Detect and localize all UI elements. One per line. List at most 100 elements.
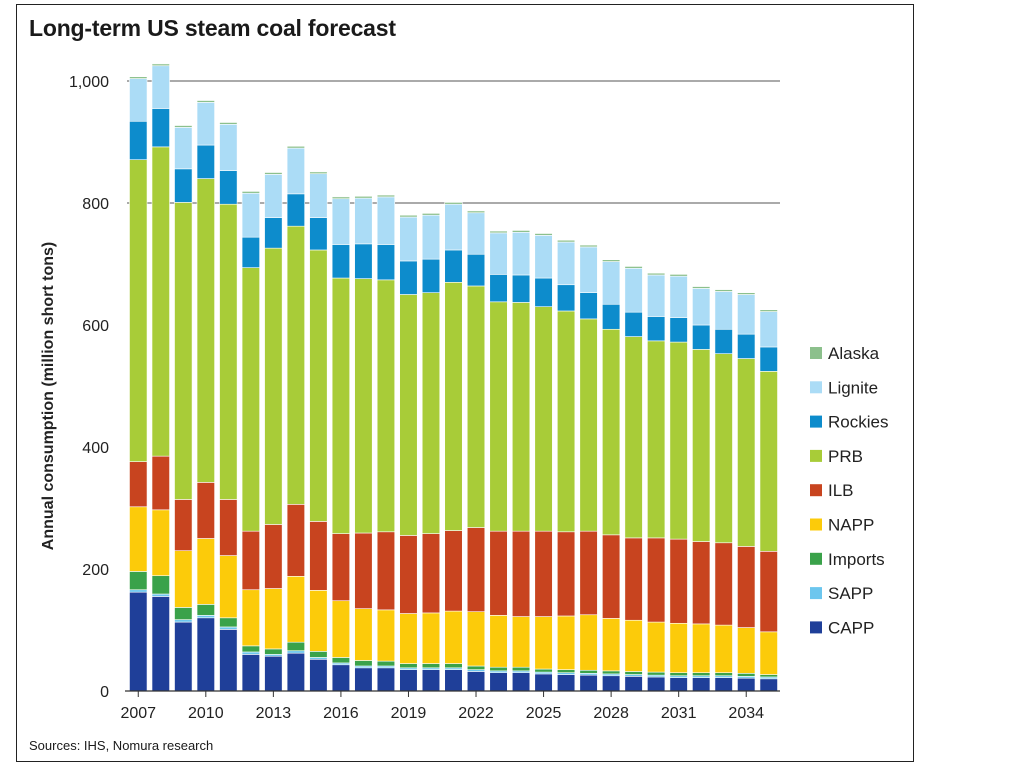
bar-alaska (219, 122, 238, 125)
bar-rockies (714, 328, 733, 354)
legend-label: NAPP (828, 516, 874, 535)
bar-ilb (309, 521, 328, 591)
bar-prb (669, 341, 688, 540)
bar-napp (264, 588, 283, 650)
bar-lignite (579, 246, 598, 293)
bar-rockies (511, 274, 531, 303)
legend-label: Imports (828, 550, 885, 569)
bar-imports (196, 604, 215, 616)
bar-napp (489, 615, 508, 668)
bar-lignite (737, 294, 756, 335)
bar-prb (714, 353, 733, 544)
legend-item-napp: NAPP (810, 516, 874, 535)
legend-item-prb: PRB (810, 447, 863, 466)
bar-alaska (241, 191, 260, 194)
bar-stack (466, 210, 486, 692)
bar-ilb (151, 455, 170, 511)
bar-alaska (647, 272, 666, 276)
legend-label: ILB (828, 481, 854, 500)
bar-napp (444, 610, 463, 664)
bar-stack (714, 289, 733, 692)
bar-ilb (511, 530, 531, 617)
bar-stack (624, 266, 643, 692)
legend-item-alaska: Alaska (810, 344, 880, 363)
bar-prb (174, 202, 193, 500)
bar-stack (669, 274, 688, 692)
bar-capp (241, 654, 260, 692)
bar-sapp (241, 651, 260, 655)
bar-ilb (692, 541, 711, 625)
bar-capp (602, 675, 621, 692)
bar-prb (489, 301, 508, 532)
bar-imports (602, 670, 621, 675)
bar-sapp (129, 589, 148, 593)
legend-item-lignite: Lignite (810, 378, 878, 397)
bar-ilb (624, 537, 643, 621)
bar-stack (264, 172, 283, 692)
bar-alaska (602, 259, 621, 262)
bar-ilb (219, 499, 238, 556)
x-tick-label: 2007 (120, 705, 156, 722)
bar-imports (286, 641, 305, 652)
bar-imports (264, 648, 283, 655)
bar-capp (354, 667, 373, 692)
bar-napp (624, 619, 643, 672)
bar-rockies (444, 249, 463, 283)
bar-capp (376, 667, 396, 692)
bar-capp (489, 672, 508, 692)
bar-imports (331, 657, 350, 664)
bar-capp (534, 673, 553, 692)
bar-alaska (759, 309, 778, 312)
bar-napp (286, 576, 305, 643)
bar-stack (399, 214, 418, 692)
y-tick-label: 200 (82, 562, 109, 579)
legend-swatch (810, 415, 822, 428)
bar-capp (219, 629, 238, 692)
bar-ilb (602, 534, 621, 619)
bar-capp (174, 621, 193, 692)
bar-lignite (466, 212, 486, 255)
legend-swatch (810, 621, 822, 634)
bar-capp (466, 671, 486, 692)
bar-capp (196, 617, 215, 692)
bar-alaska (354, 195, 373, 199)
chart-source: Sources: IHS, Nomura research (29, 738, 214, 753)
bar-lignite (354, 197, 373, 245)
legend-swatch (810, 449, 822, 462)
bar-alaska (129, 76, 148, 79)
bar-rockies (286, 193, 305, 227)
bar-capp (129, 591, 148, 692)
bar-lignite (331, 198, 350, 245)
bar-imports (624, 671, 643, 675)
bar-napp (241, 589, 260, 647)
bar-lignite (151, 65, 170, 109)
bar-lignite (264, 174, 283, 218)
bar-alaska (489, 230, 508, 234)
bar-rockies (376, 244, 396, 281)
bar-ilb (466, 527, 486, 613)
bar-capp (714, 677, 733, 692)
bar-rockies (624, 311, 643, 337)
bar-napp (466, 611, 486, 667)
bar-imports (241, 645, 260, 653)
bar-imports (579, 669, 598, 674)
x-tick-label: 2013 (256, 705, 292, 722)
bar-imports (737, 673, 756, 677)
bar-capp (444, 669, 463, 692)
bar-rockies (579, 292, 598, 320)
bar-alaska (421, 213, 441, 216)
bar-stack (579, 244, 598, 692)
bar-lignite (759, 311, 778, 348)
x-tick-label: 2028 (593, 705, 629, 722)
bar-napp (354, 608, 373, 661)
bar-sapp (196, 615, 215, 619)
bar-imports (129, 571, 148, 591)
legend-swatch (810, 587, 822, 600)
bar-ilb (647, 537, 666, 623)
bar-rockies (759, 346, 778, 372)
bar-lignite (534, 235, 553, 279)
bar-lignite (624, 267, 643, 313)
bar-lignite (714, 291, 733, 330)
bar-ilb (579, 530, 598, 616)
bar-lignite (129, 78, 148, 122)
